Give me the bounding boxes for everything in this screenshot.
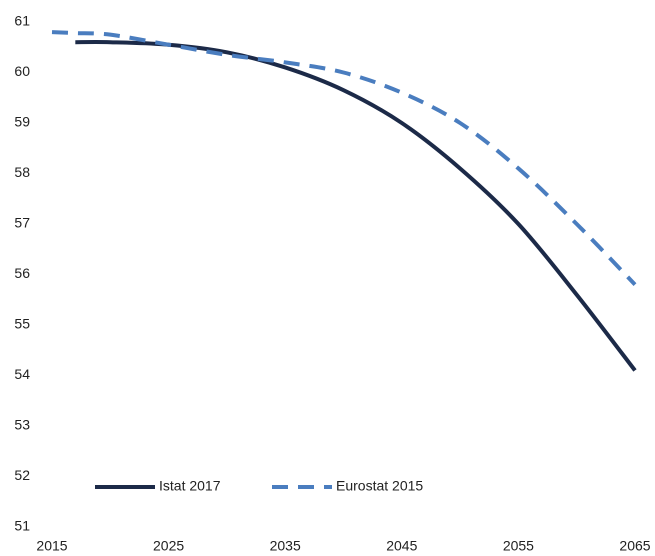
y-tick-label: 53 <box>14 417 30 433</box>
x-tick-label: 2025 <box>153 538 184 554</box>
line-series <box>51 30 637 286</box>
y-tick-label: 61 <box>14 13 30 29</box>
y-tick-label: 57 <box>14 215 30 231</box>
line-series <box>75 40 637 372</box>
y-tick-label: 59 <box>14 114 30 130</box>
x-tick-label: 2065 <box>619 538 650 554</box>
y-tick-label: 51 <box>14 518 30 534</box>
x-tick-label: 2055 <box>503 538 534 554</box>
x-tick-label: 2035 <box>270 538 301 554</box>
y-tick-label: 54 <box>14 366 30 382</box>
y-tick-label: 56 <box>14 265 30 281</box>
x-tick-label: 2045 <box>386 538 417 554</box>
y-tick-label: 58 <box>14 164 30 180</box>
y-tick-label: 52 <box>14 467 30 483</box>
y-tick-label: 60 <box>14 63 30 79</box>
x-tick-label: 2015 <box>36 538 67 554</box>
legend-label: Istat 2017 <box>159 478 221 494</box>
y-tick-label: 55 <box>14 316 30 332</box>
legend-label: Eurostat 2015 <box>336 478 423 494</box>
